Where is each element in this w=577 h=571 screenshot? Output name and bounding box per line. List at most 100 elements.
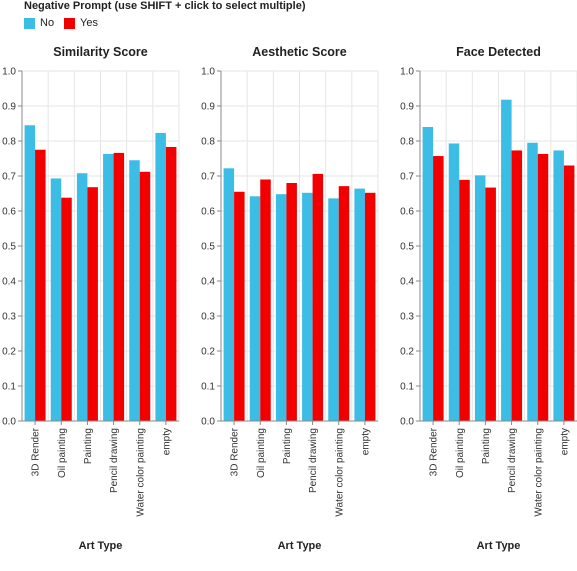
bar-yes [61,197,72,421]
y-tick-label: 0.4 [2,277,16,288]
bar-yes [35,149,46,421]
x-axis-label: Art Type [477,540,521,552]
bar-no [422,127,434,421]
x-tick-label: Water color painting [135,428,146,517]
y-tick-label: 0.4 [400,277,414,288]
bar-yes [234,191,245,421]
y-tick-label: 0.3 [400,312,414,323]
legend-label-no: No [40,17,55,29]
bar-no [501,99,512,421]
y-tick-label: 0.5 [201,242,215,253]
x-tick-label: Painting [481,428,492,464]
y-tick-label: 0.7 [400,172,414,183]
bar-no [155,132,166,421]
y-tick-label: 0.6 [400,207,414,218]
bar-no [448,143,460,421]
y-tick-label: 0.9 [2,102,16,113]
x-tick-label: Pencil drawing [308,428,319,493]
y-tick-label: 0.3 [2,312,16,323]
y-tick-label: 0.7 [2,172,16,183]
y-tick-label: 0.8 [201,137,215,148]
legend-title: Negative Prompt (use SHIFT + click to se… [24,0,306,12]
chart-title: Similarity Score [53,45,148,59]
x-tick-label: empty [360,428,371,455]
bar-no [275,194,287,421]
x-tick-label: Water color painting [533,428,544,517]
y-tick-label: 1.0 [2,67,16,78]
bar-no [76,173,88,421]
bar-no [553,150,564,421]
x-tick-label: Water color painting [334,428,345,517]
x-tick-label: Painting [282,428,293,464]
y-tick-label: 0.1 [2,382,16,393]
x-tick-label: Oil painting [57,428,68,478]
x-tick-label: Painting [83,428,94,464]
y-tick-label: 0.0 [2,417,16,428]
y-tick-label: 0.6 [201,207,215,218]
y-tick-label: 0.4 [201,277,215,288]
x-tick-label: Oil painting [455,428,466,478]
x-axis-label: Art Type [79,540,123,552]
y-tick-label: 0.5 [400,242,414,253]
y-tick-label: 0.1 [201,382,215,393]
y-tick-label: 0.2 [400,347,414,358]
y-tick-label: 0.0 [201,417,215,428]
x-axis-label: Art Type [278,540,322,552]
bar-yes [338,186,350,421]
bar-yes [433,156,444,422]
bar-yes [511,150,523,421]
bar-yes [87,187,98,421]
legend-item-no[interactable]: No [24,16,54,30]
y-tick-label: 0.0 [400,417,414,428]
chart-title: Aesthetic Score [252,45,347,59]
bar-no [328,198,339,421]
bar-yes [537,153,549,421]
bar-yes [459,179,470,421]
y-tick-label: 0.6 [2,207,16,218]
bar-yes [139,171,151,421]
bar-no [474,175,486,421]
bar-yes [312,173,324,421]
y-tick-label: 0.9 [201,102,215,113]
bar-yes [260,179,271,421]
legend-item-yes[interactable]: Yes [64,16,98,30]
bar-no [302,192,313,421]
bar-no [50,178,62,421]
y-tick-label: 0.3 [201,312,215,323]
x-tick-label: Pencil drawing [507,428,518,493]
x-tick-label: 3D Render [230,427,241,476]
bar-yes [563,165,575,421]
y-tick-label: 0.8 [2,137,16,148]
y-tick-label: 0.5 [2,242,16,253]
y-tick-label: 0.2 [2,347,16,358]
bar-no [354,188,365,421]
y-tick-label: 1.0 [201,67,215,78]
chart-title: Face Detected [456,45,541,59]
legend-label-yes: Yes [80,17,98,29]
y-tick-label: 0.9 [400,102,414,113]
x-tick-label: empty [559,428,570,455]
bar-no [129,160,140,421]
legend-swatch-yes [64,17,75,29]
bar-yes [364,192,376,421]
bar-yes [485,187,496,421]
legend: Negative Prompt (use SHIFT + click to se… [24,0,564,34]
x-tick-label: Oil painting [256,428,267,478]
bar-no [24,125,36,421]
x-tick-label: Pencil drawing [109,428,120,493]
bar-no [223,168,235,421]
y-tick-label: 0.7 [201,172,215,183]
bar-yes [165,146,177,421]
legend-swatch-no [24,17,35,29]
x-tick-label: 3D Render [429,427,440,476]
bar-no [103,153,114,421]
bar-no [527,142,538,421]
x-tick-label: 3D Render [31,427,42,476]
y-tick-label: 0.8 [400,137,414,148]
bar-no [249,196,261,421]
y-tick-label: 1.0 [400,67,414,78]
bar-yes [286,183,297,421]
bar-yes [113,152,125,421]
x-tick-label: empty [161,428,172,455]
